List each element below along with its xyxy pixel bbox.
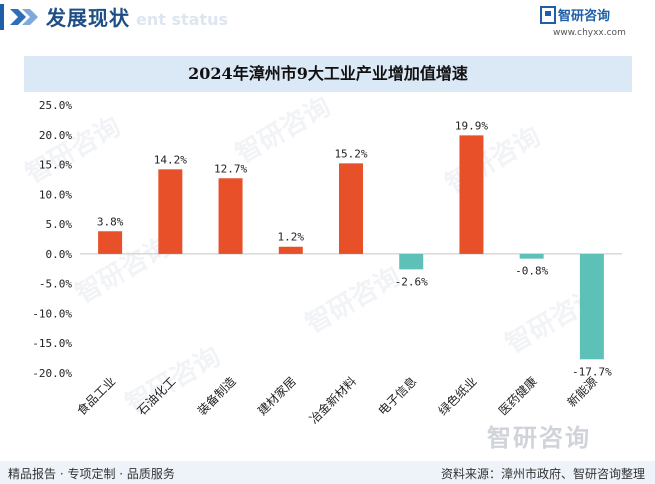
x-category-label: 装备制造 (195, 374, 239, 418)
y-tick-label: -20.0% (32, 367, 72, 380)
bar-8 (519, 253, 544, 259)
y-tick-label: 0.0% (46, 248, 73, 261)
y-tick-label: 5.0% (46, 218, 73, 231)
y-tick-label: 15.0% (39, 159, 72, 172)
y-tick-label: 10.0% (39, 188, 72, 201)
x-category-label: 食品工业 (74, 374, 119, 419)
y-tick-label: 20.0% (39, 129, 72, 142)
bar-7 (459, 135, 484, 254)
corner-watermark: 智研咨询 (487, 424, 591, 452)
brand-name: 智研咨询 (558, 9, 611, 24)
footer-source: 资料来源：漳州市政府、智研咨询整理 (440, 467, 645, 481)
data-label: -0.8% (515, 265, 548, 278)
brand-url: www.chyxx.com (553, 28, 626, 38)
section-title: 发展现状 (46, 6, 130, 30)
data-label: -2.6% (395, 275, 428, 288)
brand-logo-icon (540, 6, 556, 24)
page-header: 发展现状 ent status 智研咨询 www.chyxx.com (0, 0, 655, 40)
double-chevron-icon (10, 9, 38, 25)
y-axis-ticks: 25.0% 20.0% 15.0% 10.0% 5.0% 0.0% -5.0% -10.0% -… (32, 99, 72, 380)
x-category-label: 石油化工 (135, 374, 179, 418)
chart-title-bar (24, 56, 632, 92)
data-label: 1.2% (278, 231, 305, 244)
y-tick-label: 25.0% (39, 99, 72, 112)
bar-5 (339, 163, 363, 254)
x-category-label: 冶金新材料 (306, 374, 359, 427)
data-label: 15.2% (334, 147, 367, 160)
x-category-label: 绿色纸业 (435, 374, 480, 419)
bar-9 (579, 253, 604, 360)
y-tick-label: -15.0% (32, 337, 72, 350)
footer-tagline: 精品报告 · 专项定制 · 品质服务 (8, 467, 175, 481)
data-label: 3.8% (97, 215, 124, 228)
y-tick-label: -10.0% (32, 307, 72, 320)
data-labels: 3.8% 14.2% 12.7% 1.2% 15.2% -2.6% 19.9% -0.8% -1… (97, 119, 612, 378)
x-category-label: 新能源 (564, 374, 600, 410)
bar-series (98, 135, 604, 360)
header-accent-bar (0, 4, 4, 30)
data-label: 14.2% (154, 153, 187, 166)
bar-6 (399, 253, 424, 270)
data-label: 12.7% (214, 162, 247, 175)
x-category-label: 医药健康 (495, 374, 540, 419)
section-subtitle-watermark: ent status (136, 10, 228, 29)
page-footer: 精品报告 · 专项定制 · 品质服务 资料来源：漳州市政府、智研咨询整理 (0, 461, 655, 484)
bar-2 (158, 169, 183, 254)
bar-4 (278, 246, 303, 254)
chart-title: 2024年漳州市9大工业产业增加值增速 (188, 64, 468, 83)
bar-3 (218, 178, 243, 254)
x-category-label: 建材家居 (254, 374, 299, 419)
data-label: -17.7% (572, 365, 612, 378)
bar-1 (98, 231, 123, 254)
data-label: 19.9% (455, 119, 488, 132)
x-category-label: 电子信息 (375, 374, 420, 419)
y-tick-label: -5.0% (39, 278, 72, 291)
